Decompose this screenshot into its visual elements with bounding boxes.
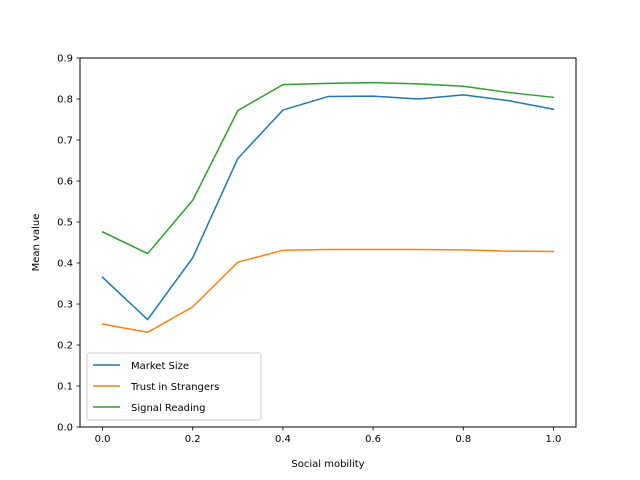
y-tick-label: 0.6 bbox=[57, 177, 73, 188]
x-tick-label: 0.6 bbox=[365, 434, 381, 445]
y-tick-label: 0.7 bbox=[57, 136, 73, 147]
y-tick-label: 0.5 bbox=[57, 218, 73, 229]
y-axis-ticks: 0.0 0.1 0.2 0.3 0.4 0.5 0.6 0.7 0.8 0.9 bbox=[57, 54, 80, 434]
y-tick-label: 0.4 bbox=[57, 259, 73, 270]
x-tick-label: 0.4 bbox=[275, 434, 291, 445]
legend: Market Size Trust in Strangers Signal Read… bbox=[86, 352, 262, 421]
y-tick-label: 0.1 bbox=[57, 382, 73, 393]
legend-label-market-size: Market Size bbox=[131, 361, 189, 372]
x-axis-ticks: 0.0 0.2 0.4 0.6 0.8 1.0 bbox=[95, 427, 562, 445]
legend-box bbox=[86, 352, 262, 421]
y-tick-label: 0.2 bbox=[57, 341, 73, 352]
y-axis-label: Mean value bbox=[31, 214, 42, 272]
series-line-market-size bbox=[101, 94, 555, 321]
x-tick-label: 0.0 bbox=[95, 434, 111, 445]
legend-label-trust-in-strangers: Trust in Strangers bbox=[130, 382, 219, 393]
series-line-trust-in-strangers bbox=[101, 248, 555, 334]
x-tick-label: 1.0 bbox=[546, 434, 562, 445]
y-tick-label: 0.9 bbox=[57, 54, 73, 65]
y-tick-label: 0.3 bbox=[57, 300, 73, 311]
y-tick-label: 0.0 bbox=[57, 423, 73, 434]
series-line-signal-reading bbox=[101, 81, 555, 255]
x-tick-label: 0.2 bbox=[185, 434, 201, 445]
y-tick-label: 0.8 bbox=[57, 95, 73, 106]
x-tick-label: 0.8 bbox=[455, 434, 471, 445]
x-axis-label: Social mobility bbox=[291, 459, 364, 470]
legend-label-signal-reading: Signal Reading bbox=[131, 403, 206, 414]
plot-frame bbox=[79, 57, 577, 428]
series-layer bbox=[101, 81, 555, 334]
